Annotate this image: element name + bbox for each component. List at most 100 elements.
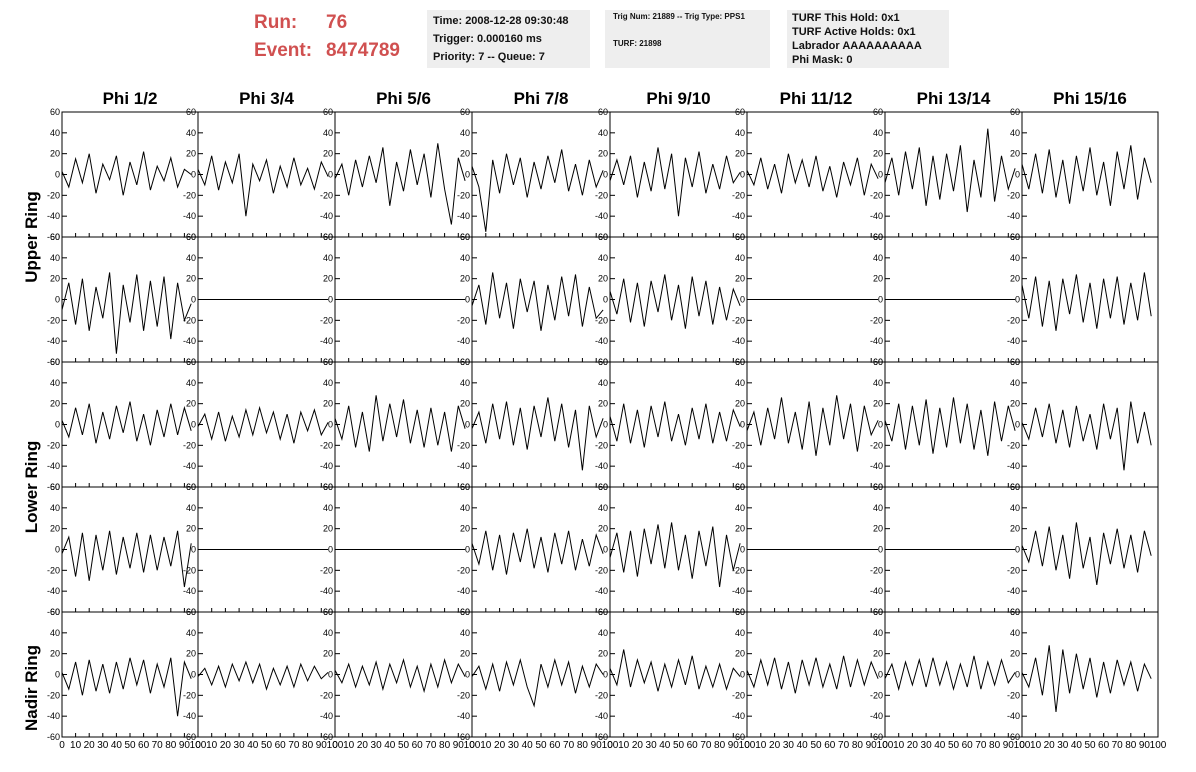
y-tick-label: 0: [191, 295, 196, 305]
x-tick-label: 60: [824, 740, 836, 751]
waveform: [746, 395, 879, 456]
x-tick-label: 100: [1014, 740, 1031, 751]
y-tick-label: 60: [460, 482, 470, 492]
y-tick-label: 60: [460, 232, 470, 242]
y-tick-label: 40: [460, 503, 470, 513]
y-tick-label: 40: [323, 128, 333, 138]
y-tick-label: -40: [732, 461, 745, 471]
x-tick-label: 50: [261, 740, 273, 751]
y-tick-label: 60: [873, 482, 883, 492]
y-tick-label: -40: [320, 711, 333, 721]
y-tick-label: 20: [460, 524, 470, 534]
waveform: [884, 397, 1016, 456]
x-tick-label: 30: [783, 740, 795, 751]
y-tick-label: 20: [735, 649, 745, 659]
y-tick-label: -20: [595, 565, 608, 575]
x-tick-label: 20: [632, 740, 644, 751]
y-tick-label: -20: [47, 315, 60, 325]
y-tick-label: -60: [47, 482, 60, 492]
info-text: Phi Mask: 0: [792, 54, 853, 66]
y-tick-label: 0: [878, 670, 883, 680]
y-tick-label: -20: [1007, 690, 1020, 700]
x-tick-label: 60: [275, 740, 287, 751]
y-tick-label: 0: [328, 670, 333, 680]
x-tick-label: 40: [384, 740, 396, 751]
y-tick-label: -20: [732, 565, 745, 575]
y-tick-label: -40: [457, 711, 470, 721]
y-tick-label: -60: [183, 732, 196, 742]
y-tick-label: 0: [465, 170, 470, 180]
y-tick-label: 60: [873, 357, 883, 367]
waveform: [61, 401, 192, 446]
y-tick-label: 0: [1015, 170, 1020, 180]
waveform: [61, 272, 192, 354]
y-tick-label: -60: [457, 732, 470, 742]
waveform: [884, 128, 1016, 213]
y-tick-label: 20: [1010, 149, 1020, 159]
y-tick-label: -40: [320, 461, 333, 471]
y-tick-label: 20: [1010, 524, 1020, 534]
x-tick-label: 70: [152, 740, 164, 751]
waveform: [334, 658, 466, 694]
x-tick-label: 80: [577, 740, 589, 751]
waveform: [1021, 522, 1152, 585]
waveform: [197, 660, 329, 691]
y-tick-label: -40: [183, 586, 196, 596]
x-tick-label: 60: [687, 740, 699, 751]
y-tick-label: 20: [186, 649, 196, 659]
x-tick-label: 60: [412, 740, 424, 751]
y-tick-label: -60: [47, 232, 60, 242]
waveform: [197, 153, 329, 217]
y-tick-label: -60: [595, 732, 608, 742]
waveform: [884, 655, 1016, 692]
x-tick-label: 20: [220, 740, 232, 751]
y-tick-label: -20: [870, 315, 883, 325]
x-tick-label: 90: [453, 740, 465, 751]
y-tick-label: 60: [50, 607, 60, 617]
x-tick-label: 50: [124, 740, 136, 751]
y-tick-label: 40: [50, 128, 60, 138]
y-tick-label: 0: [328, 545, 333, 555]
row-title: Lower Ring: [22, 441, 41, 534]
y-tick-label: 60: [186, 482, 196, 492]
waveform: [609, 522, 741, 588]
y-tick-label: 40: [598, 253, 608, 263]
y-tick-label: -20: [320, 190, 333, 200]
y-tick-label: -20: [183, 190, 196, 200]
y-tick-label: 0: [465, 545, 470, 555]
y-tick-label: 60: [1010, 482, 1020, 492]
y-tick-label: 60: [460, 107, 470, 117]
x-tick-label: 30: [371, 740, 383, 751]
x-tick-label: 80: [989, 740, 1001, 751]
waveform: [334, 395, 466, 452]
y-tick-label: 40: [186, 503, 196, 513]
y-tick-label: -40: [183, 711, 196, 721]
info-box: [605, 10, 770, 68]
y-tick-label: -20: [457, 565, 470, 575]
y-tick-label: -20: [595, 690, 608, 700]
y-tick-label: 20: [186, 399, 196, 409]
y-tick-label: 40: [186, 128, 196, 138]
y-tick-label: 60: [323, 232, 333, 242]
y-tick-label: 60: [186, 232, 196, 242]
y-tick-label: 20: [50, 649, 60, 659]
x-tick-label: 50: [535, 740, 547, 751]
y-tick-label: 0: [878, 545, 883, 555]
y-tick-label: 20: [873, 649, 883, 659]
y-tick-label: -20: [595, 190, 608, 200]
y-tick-label: -20: [732, 315, 745, 325]
y-tick-label: 40: [460, 628, 470, 638]
y-tick-label: 60: [598, 357, 608, 367]
x-tick-label: 10: [343, 740, 355, 751]
y-tick-label: 0: [328, 420, 333, 430]
x-tick-label: 80: [1125, 740, 1137, 751]
y-tick-label: 0: [740, 545, 745, 555]
y-tick-label: 20: [1010, 274, 1020, 284]
y-tick-label: -40: [183, 336, 196, 346]
y-tick-label: 0: [1015, 295, 1020, 305]
x-tick-label: 20: [1044, 740, 1056, 751]
info-text: Trigger: 0.000160 ms: [433, 33, 542, 45]
y-tick-label: 40: [1010, 503, 1020, 513]
y-tick-label: 0: [191, 545, 196, 555]
waveform: [334, 143, 466, 225]
